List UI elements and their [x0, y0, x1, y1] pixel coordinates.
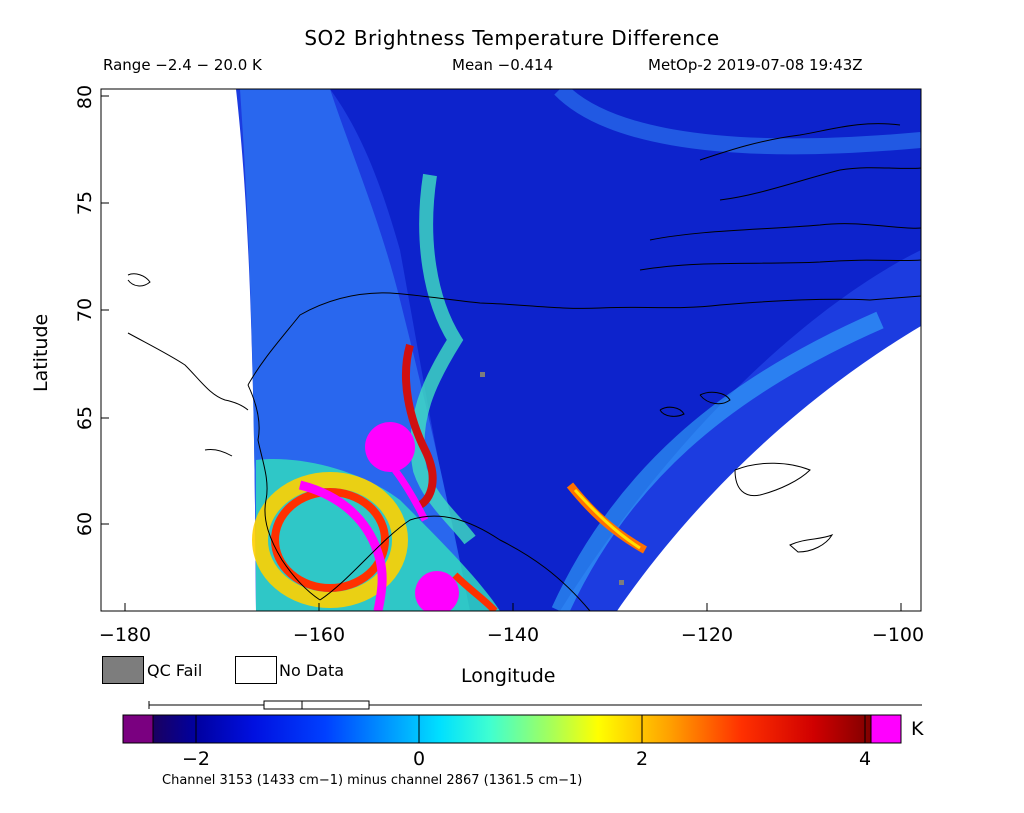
boxplot-box	[263, 700, 370, 710]
x-tick-label: −160	[293, 624, 345, 646]
colorbar-tick-labels: −2 0 2 4	[182, 748, 871, 770]
coast-lakes	[659, 391, 731, 417]
swath-layer	[236, 89, 921, 611]
y-tick-label: 70	[74, 298, 96, 322]
coast-labrador	[789, 533, 834, 553]
y-tick-label: 65	[74, 406, 96, 430]
magenta-blob-south	[415, 571, 459, 611]
no-data-label: No Data	[279, 661, 345, 680]
y-axis-label: Latitude	[30, 313, 52, 392]
channel-note: Channel 3153 (1433 cm−1) minus channel 2…	[162, 773, 583, 788]
coast-st-lawrence-isl	[127, 273, 151, 287]
coastlines	[127, 123, 921, 611]
y-tick-label: 60	[74, 512, 96, 536]
qc-fail-pixel	[480, 372, 485, 377]
no-data-swatch	[235, 656, 277, 684]
colorbar-tick-label: 2	[636, 748, 648, 770]
colorbar-tick-label: 4	[859, 748, 871, 770]
southern-red-streak	[452, 572, 498, 611]
swath-north-feature	[554, 89, 921, 155]
coast-chukotka-2	[204, 449, 233, 457]
coast-alaska-south	[319, 515, 591, 611]
plot-frame	[100, 88, 922, 612]
swath-cyan-arc	[551, 311, 884, 611]
colorbar-tick-label: 0	[413, 748, 425, 770]
magenta-streak	[298, 480, 387, 611]
x-tick-label: −180	[99, 624, 151, 646]
colorbar-boxplot	[148, 700, 922, 710]
colorbar-under-swatch	[122, 714, 154, 744]
coast-alaska-north	[247, 292, 921, 386]
range-text: Range −2.4 − 20.0 K	[103, 56, 262, 74]
x-axis-label: Longitude	[461, 665, 556, 687]
axis-ticks	[101, 95, 902, 611]
x-tick-label: −100	[872, 624, 924, 646]
plume-streak-red	[401, 343, 437, 509]
y-tick-label: 80	[74, 85, 96, 109]
x-tick-labels: −180 −160 −140 −120 −100	[99, 624, 924, 646]
colorbar-tick-label: −2	[182, 748, 210, 770]
colorbar-gradient	[152, 714, 872, 744]
coast-hudson-bay	[734, 462, 811, 497]
colorbar-unit: K	[911, 718, 924, 740]
qc-fail-swatch	[102, 656, 144, 684]
qc-fail-pixel-2	[619, 580, 624, 585]
colorbar-over-swatch	[870, 714, 902, 744]
plume-east-arc-core	[573, 488, 641, 550]
map-title: SO2 Brightness Temperature Difference	[304, 26, 720, 50]
coast-chukotka	[127, 332, 249, 411]
coast-alaska-west	[247, 384, 321, 601]
y-tick-label: 75	[74, 191, 96, 215]
colorbar	[122, 714, 902, 744]
mean-text: Mean −0.414	[452, 56, 554, 74]
satellite-time-text: MetOp-2 2019-07-08 19:43Z	[648, 56, 863, 74]
plume-streak-west	[410, 173, 476, 545]
swath-dark-region	[330, 89, 921, 611]
coast-arctic-islands	[639, 123, 921, 271]
hot-ring-yellow	[252, 472, 408, 608]
y-tick-labels: 60 65 70 75 80	[74, 85, 96, 536]
magenta-blob-north	[365, 422, 415, 472]
qc-fail-label: QC Fail	[147, 661, 203, 680]
x-tick-label: −140	[487, 624, 539, 646]
x-tick-label: −120	[681, 624, 733, 646]
